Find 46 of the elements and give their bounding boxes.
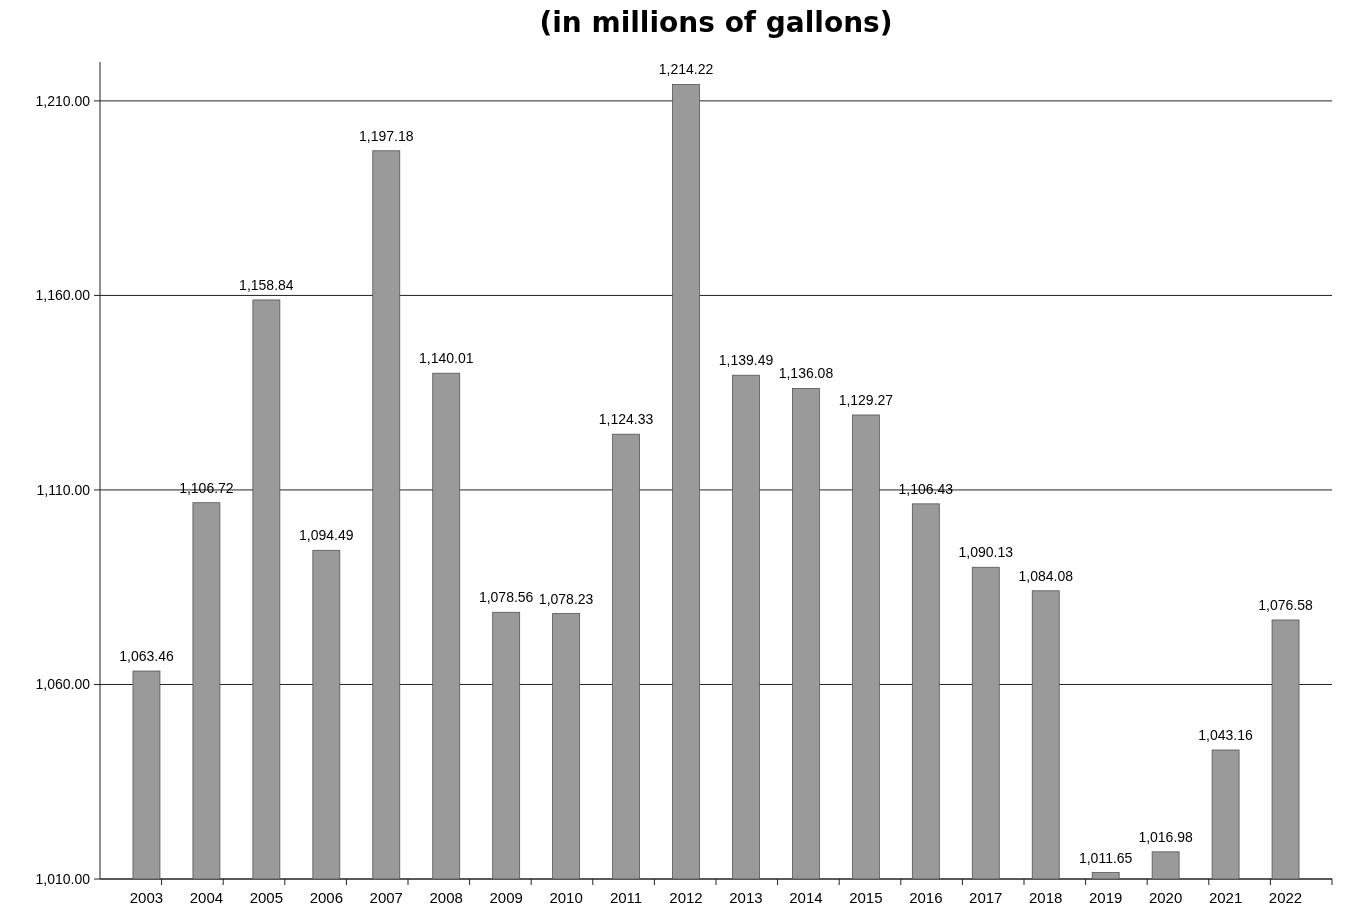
- x-tick-label: 2009: [489, 889, 523, 906]
- data-label: 1,197.18: [359, 127, 414, 144]
- x-tick-label: 2013: [729, 889, 763, 906]
- data-label: 1,076.58: [1258, 596, 1313, 613]
- data-label: 1,078.23: [538, 590, 594, 607]
- data-label: 1,078.56: [478, 589, 534, 606]
- data-label: 1,084.08: [1018, 567, 1074, 584]
- x-tick-label: 2022: [1268, 889, 1303, 906]
- data-label: 1,094.49: [299, 527, 354, 544]
- x-tick-label: 2017: [969, 889, 1003, 906]
- data-label: 1,129.27: [838, 391, 894, 408]
- x-tick-label: 2011: [609, 889, 643, 906]
- data-label: 1,016.98: [1138, 828, 1194, 845]
- x-tick-label: 2020: [1148, 889, 1183, 906]
- x-tick-label: 2018: [1029, 889, 1063, 906]
- x-tick-label: 2005: [249, 889, 284, 906]
- data-label: 1,214.22: [658, 61, 714, 78]
- data-label: 1,124.33: [598, 411, 654, 428]
- x-tick-label: 2006: [309, 889, 343, 906]
- chart-title: (in millions of gallons): [539, 6, 893, 39]
- data-label: 1,043.16: [1198, 726, 1254, 743]
- y-tick-label: 1,110.00: [36, 481, 91, 498]
- y-tick-label: 1,160.00: [35, 287, 91, 304]
- data-label: 1,106.43: [898, 480, 954, 497]
- x-tick-label: 2012: [669, 889, 703, 906]
- data-label: 1,011.65: [1078, 849, 1133, 866]
- x-tick-label: 2003: [129, 889, 164, 906]
- data-label: 1,140.01: [418, 350, 474, 367]
- data-label: 1,136.08: [778, 365, 834, 382]
- data-label: 1,139.49: [718, 352, 774, 369]
- x-tick-label: 2007: [369, 889, 403, 906]
- x-tick-label: 2008: [429, 889, 463, 906]
- y-tick-label: 1,210.00: [35, 92, 91, 109]
- data-label: 1,063.46: [119, 648, 174, 665]
- x-tick-label: 2010: [549, 889, 583, 906]
- x-tick-label: 2016: [909, 889, 943, 906]
- x-tick-label: 2019: [1089, 889, 1123, 906]
- y-tick-label: 1,010.00: [35, 870, 91, 887]
- x-tick-label: 2015: [849, 889, 883, 906]
- x-tick-label: 2021: [1208, 889, 1243, 906]
- x-tick-label: 2004: [189, 889, 224, 906]
- data-label: 1,158.84: [239, 276, 294, 293]
- y-tick-label: 1,060.00: [35, 676, 91, 693]
- data-label: 1,090.13: [958, 544, 1014, 561]
- x-tick-label: 2014: [789, 889, 823, 906]
- data-label: 1,106.72: [179, 479, 234, 496]
